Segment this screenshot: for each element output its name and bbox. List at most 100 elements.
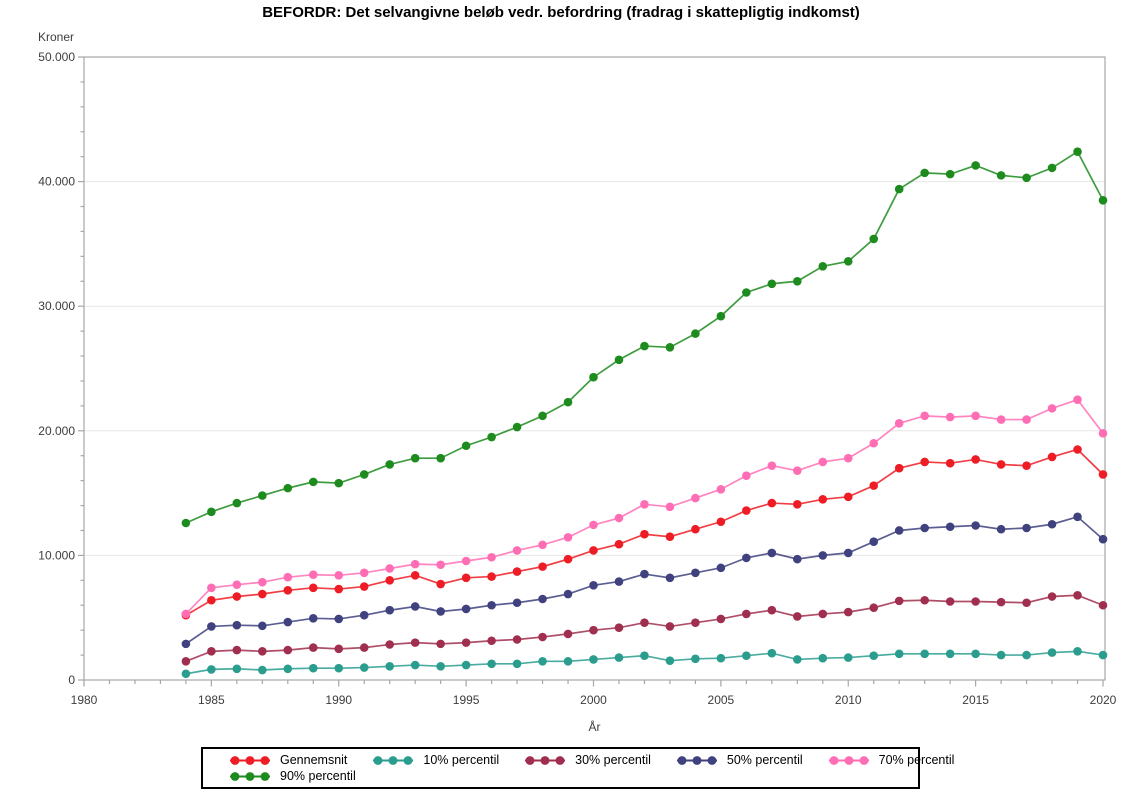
data-point	[665, 656, 675, 665]
data-point	[996, 524, 1006, 534]
legend-label-70-percentil: 70% percentil	[878, 753, 955, 767]
legend-label-10-percentil: 10% percentil	[423, 753, 500, 767]
series-70-percentil	[181, 395, 1108, 619]
data-point	[1098, 650, 1108, 660]
data-point	[487, 636, 496, 646]
data-point	[640, 341, 649, 351]
data-point	[894, 649, 904, 659]
data-point	[359, 568, 369, 578]
y-tick-label: 10.000	[38, 548, 75, 562]
data-point	[207, 595, 216, 605]
legend-marker-gennemsnit-icon	[230, 755, 270, 765]
series-50-percentil	[181, 512, 1108, 649]
data-point	[1098, 428, 1108, 438]
data-point	[971, 521, 980, 530]
data-point	[920, 649, 929, 659]
data-point	[334, 584, 344, 594]
legend-row-1: Gennemsnit 10% percentil 30% percentil 5…	[228, 752, 954, 768]
data-point	[920, 523, 929, 533]
data-point	[691, 618, 700, 627]
data-point	[308, 583, 318, 593]
data-point	[1098, 600, 1108, 610]
data-point	[894, 526, 904, 535]
data-point	[461, 573, 471, 583]
data-point	[716, 311, 726, 321]
data-point	[538, 540, 547, 550]
data-point	[742, 288, 751, 297]
data-point	[232, 664, 242, 674]
legend-row-2: 90% percentil	[228, 768, 918, 784]
data-point	[1073, 147, 1082, 156]
data-point	[1022, 523, 1031, 533]
data-point	[818, 551, 828, 560]
data-point	[996, 171, 1006, 180]
x-tick-label: 1985	[198, 693, 225, 707]
data-point	[767, 605, 777, 615]
data-point	[614, 355, 624, 365]
data-point	[538, 562, 547, 571]
data-point	[334, 663, 344, 673]
plot-frame	[83, 56, 1106, 681]
data-point	[818, 495, 828, 504]
data-point	[385, 576, 395, 585]
y-tick-label: 30.000	[38, 299, 75, 313]
data-point	[385, 661, 395, 671]
y-axis-ticks: 0 10.000 20.000 30.000 40.000 50.000	[38, 50, 84, 687]
data-point	[767, 279, 777, 289]
legend-marker-90-percentil-icon	[230, 771, 270, 781]
data-point	[461, 441, 471, 451]
data-point	[691, 568, 700, 578]
data-point	[589, 546, 598, 555]
data-point	[1047, 163, 1057, 173]
data-point	[258, 621, 267, 631]
data-point	[920, 168, 929, 178]
data-point	[334, 571, 344, 580]
legend-marker-30-percentil-icon	[525, 755, 566, 765]
data-point	[1022, 650, 1031, 660]
x-tick-label: 1980	[71, 693, 98, 707]
data-point	[640, 500, 649, 509]
data-point	[691, 654, 700, 664]
data-point	[793, 276, 802, 286]
data-point	[207, 583, 216, 593]
data-point	[614, 653, 624, 662]
data-point	[971, 161, 980, 170]
data-point	[512, 567, 522, 576]
data-point	[181, 657, 191, 666]
data-point	[283, 585, 293, 595]
data-point	[793, 554, 802, 564]
legend-item-30-percentil: 30% percentil	[523, 753, 651, 767]
data-point	[742, 553, 751, 563]
data-point	[640, 569, 649, 579]
data-point	[487, 432, 496, 442]
data-point	[563, 397, 573, 407]
data-point	[1073, 647, 1082, 656]
data-point	[410, 660, 420, 670]
data-point	[1047, 592, 1057, 601]
data-point	[334, 644, 344, 654]
data-point	[589, 625, 598, 635]
x-tick-label: 2000	[580, 693, 607, 707]
data-point	[181, 639, 191, 649]
data-point	[207, 665, 216, 674]
data-point	[818, 653, 828, 663]
data-point	[869, 438, 879, 448]
data-point	[945, 169, 955, 179]
x-tick-label: 2005	[708, 693, 735, 707]
data-point	[869, 651, 879, 661]
data-point	[258, 491, 267, 500]
data-point	[385, 460, 395, 469]
data-point	[1073, 590, 1082, 600]
data-point	[793, 655, 802, 664]
data-point	[538, 594, 547, 604]
data-point	[563, 589, 573, 599]
legend-item-90-percentil: 90% percentil	[228, 769, 356, 783]
legend-marker-50-percentil-icon	[676, 755, 717, 765]
data-point	[1098, 195, 1108, 205]
legend-item-gennemsnit: Gennemsnit	[228, 753, 347, 767]
data-point	[538, 632, 547, 642]
data-point	[996, 597, 1006, 607]
y-tick-label: 40.000	[38, 175, 75, 189]
